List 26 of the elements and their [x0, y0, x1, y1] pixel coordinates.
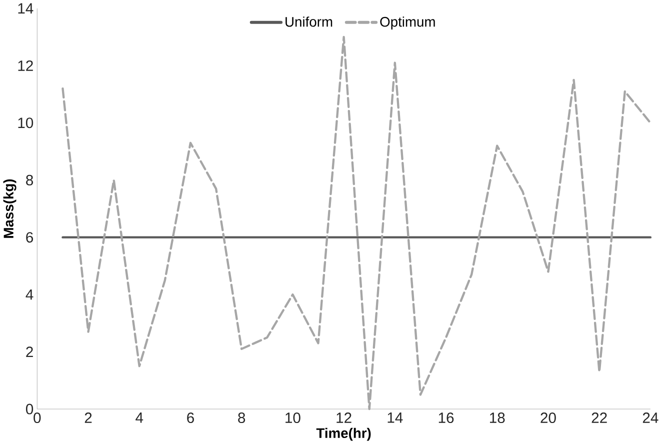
x-tick-label: 10 — [286, 412, 300, 424]
x-tick-label: 18 — [490, 412, 505, 424]
line-series — [62, 36, 652, 410]
x-tick-label: 24 — [642, 412, 658, 423]
legend-label: Optimum — [380, 16, 435, 30]
x-tick-label: 14 — [388, 412, 403, 423]
y-tick-label: 14 — [18, 3, 34, 14]
x-tick-label: 0 — [34, 412, 41, 424]
y-tick-label: 6 — [26, 232, 34, 243]
y-tick-label: 4 — [26, 289, 34, 300]
legend-label: Uniform — [286, 16, 332, 27]
x-tick-label: 8 — [238, 412, 246, 424]
y-axis-title: Mass(kg) — [3, 179, 16, 238]
x-tick-label: 20 — [540, 412, 556, 424]
x-axis-title: Time(hr) — [316, 428, 371, 441]
x-tick-label: 6 — [187, 412, 194, 424]
y-tick-label: 2 — [26, 346, 33, 357]
x-tick-label: 22 — [592, 412, 607, 423]
y-tick-label: 12 — [18, 60, 33, 71]
y-tick-label: 8 — [26, 174, 34, 186]
y-tick-label: 10 — [18, 118, 34, 128]
x-tick-label: 16 — [438, 412, 454, 424]
y-tick-label: 0 — [26, 404, 34, 414]
x-tick-label: 12 — [336, 412, 352, 423]
x-tick-label: 4 — [136, 412, 144, 423]
x-tick-label: 2 — [84, 412, 92, 423]
